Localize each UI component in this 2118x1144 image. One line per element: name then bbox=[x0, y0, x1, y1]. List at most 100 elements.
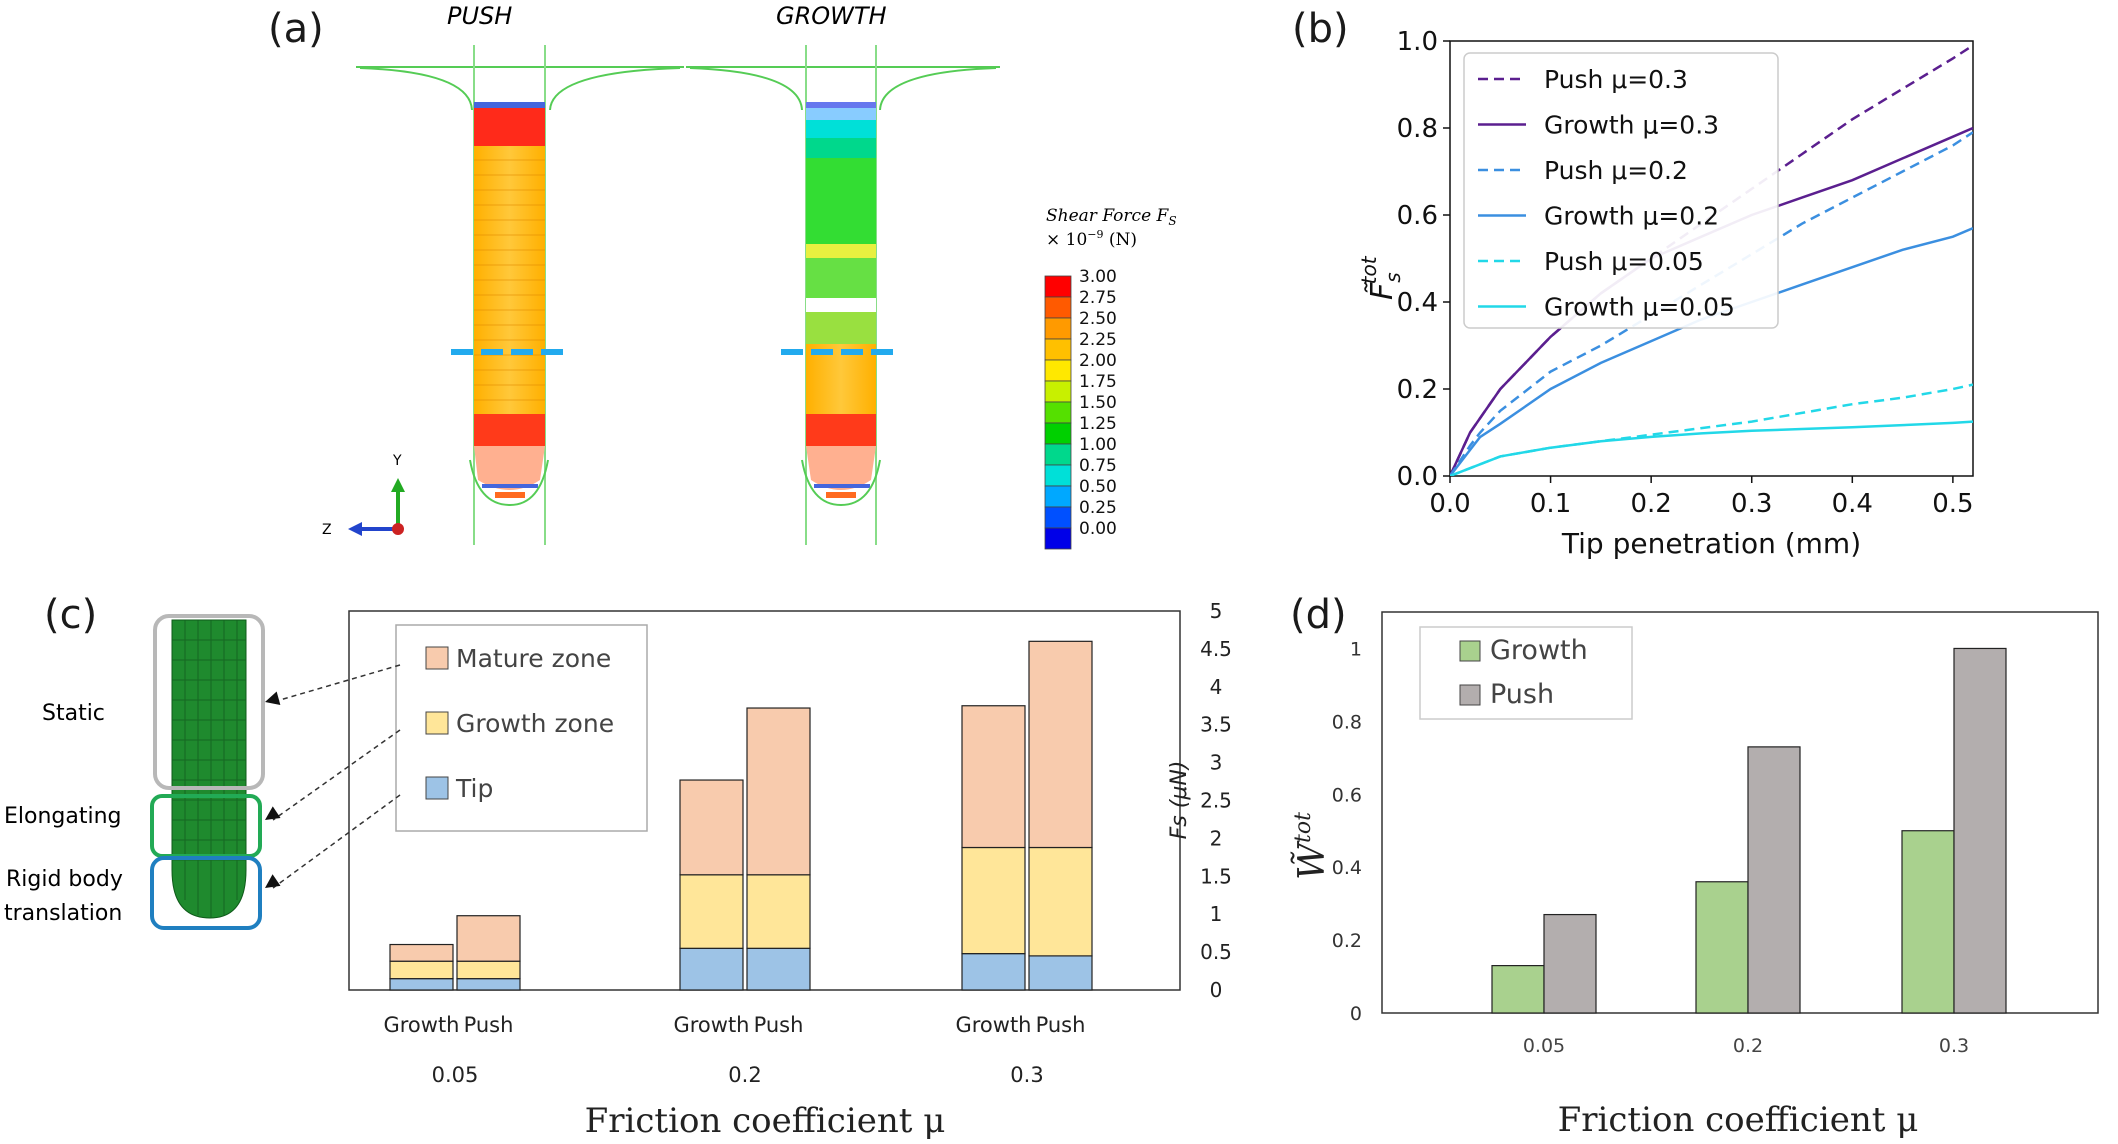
bar bbox=[1491, 965, 1545, 1014]
colorbar-swatch bbox=[1044, 275, 1072, 298]
bar-segment bbox=[679, 947, 744, 991]
y-tick-label: 0.0 bbox=[1397, 462, 1438, 492]
panel-a-letter: (a) bbox=[268, 6, 324, 52]
colorbar-swatch bbox=[1044, 485, 1072, 508]
colorbar-swatch bbox=[1044, 527, 1072, 550]
colorbar-tick-label: 0.50 bbox=[1079, 477, 1117, 497]
colorbar-title: Shear Force FS bbox=[1046, 206, 1177, 228]
bar bbox=[1953, 647, 2007, 1014]
bar-label: Push bbox=[464, 1013, 514, 1037]
bar-segment bbox=[961, 705, 1026, 849]
legend-swatch bbox=[1459, 640, 1481, 662]
y-tick-label: 0 bbox=[1210, 978, 1223, 1002]
colorbar-swatch bbox=[1044, 422, 1072, 445]
colorbar-swatch bbox=[1044, 443, 1072, 466]
legend-label: Tip bbox=[455, 774, 493, 803]
y-tick-label: 2.5 bbox=[1200, 789, 1232, 813]
y-tick-label: 0.4 bbox=[1332, 857, 1362, 879]
x-tick-label: 0.5 bbox=[1932, 489, 1973, 519]
root-model-illustration bbox=[150, 614, 265, 930]
bar-segment bbox=[679, 874, 744, 949]
bar-label: Push bbox=[1036, 1013, 1086, 1037]
x-axis-label: Tip penetration (mm) bbox=[1561, 527, 1861, 560]
y-tick-label: 1 bbox=[1350, 638, 1362, 660]
x-tick-label: 0.2 bbox=[1630, 489, 1671, 519]
push-title: PUSH bbox=[447, 2, 512, 30]
colorbar-swatch bbox=[1044, 380, 1072, 403]
colorbar-tick-label: 1.50 bbox=[1079, 393, 1117, 413]
bar-label: Growth bbox=[383, 1013, 459, 1037]
bar-segment bbox=[961, 953, 1026, 991]
colorbar-tick-label: 0.25 bbox=[1079, 498, 1117, 518]
x-axis-label: Friction coefficient μ bbox=[1558, 1100, 1919, 1140]
colorbar-swatch bbox=[1044, 506, 1072, 529]
x-tick-label: 0.3 bbox=[1731, 489, 1772, 519]
panel-d-letter: (d) bbox=[1290, 592, 1347, 638]
static-label: Static bbox=[42, 701, 105, 726]
legend-label: Push μ=0.05 bbox=[1544, 247, 1704, 276]
colorbar-tick-label: 1.75 bbox=[1079, 372, 1117, 392]
growth-title: GROWTH bbox=[776, 2, 887, 30]
legend-label: Growth zone bbox=[456, 709, 614, 738]
legend-swatch bbox=[1459, 684, 1481, 706]
zone-connector bbox=[272, 794, 401, 889]
panel-c: (c) Static Elongating Rigid body transla… bbox=[4, 592, 265, 930]
colorbar-tick-label: 2.00 bbox=[1079, 351, 1117, 371]
bar-segment bbox=[456, 960, 521, 980]
y-axis-label: F̃stot bbox=[1357, 255, 1405, 300]
zone-connector-arrowhead bbox=[265, 874, 281, 888]
x-tick-label: 0.1 bbox=[1530, 489, 1571, 519]
legend-box bbox=[1419, 626, 1633, 720]
colorbar-tick-label: 0.75 bbox=[1079, 456, 1117, 476]
push-fem-model bbox=[356, 45, 684, 545]
y-tick-label: 4.5 bbox=[1200, 637, 1232, 661]
bar-segment bbox=[961, 846, 1026, 955]
bar bbox=[1695, 881, 1749, 1014]
bar-label: Push bbox=[754, 1013, 804, 1037]
x-tick-label: 0.3 bbox=[1939, 1035, 1969, 1057]
rigid-zone-box bbox=[150, 856, 262, 930]
x-tick-label: 0.05 bbox=[1523, 1035, 1565, 1057]
colorbar-tick-label: 2.50 bbox=[1079, 309, 1117, 329]
y-tick-label: 5 bbox=[1210, 599, 1223, 623]
y-tick-label: 3.5 bbox=[1200, 713, 1232, 737]
colorbar-swatch bbox=[1044, 359, 1072, 382]
rigid-label-line1: Rigid body bbox=[6, 867, 123, 892]
series-line bbox=[1450, 420, 1973, 476]
panel-d-bar-chart: (d) 0 0.2 0.4 0.6 0.8 1 W̃tot 0.05 0.2 0.3 Frictio… bbox=[1290, 592, 2099, 1140]
legend-label: Mature zone bbox=[456, 644, 611, 673]
group-label: 0.05 bbox=[432, 1063, 479, 1087]
rigid-label-line2: translation bbox=[4, 901, 122, 926]
y-tick-label: 0.2 bbox=[1332, 930, 1362, 952]
axis-triad: Y Z bbox=[322, 453, 405, 538]
series-line bbox=[1450, 383, 1973, 476]
bar-label: Growth bbox=[673, 1013, 749, 1037]
elongating-label: Elongating bbox=[4, 804, 122, 829]
y-axis-label: Fs (μN) bbox=[1167, 761, 1192, 840]
shear-force-colorbar: Shear Force FS × 10−9 (N) 3.002.752.502.… bbox=[1044, 206, 1177, 550]
static-zone-box bbox=[153, 614, 265, 790]
group-label: 0.3 bbox=[1010, 1063, 1043, 1087]
y-tick-label: 0.8 bbox=[1397, 114, 1438, 144]
legend-box bbox=[1463, 52, 1779, 329]
colorbar-tick-label: 3.00 bbox=[1079, 267, 1117, 287]
legend-swatch bbox=[425, 776, 449, 800]
bar-segment bbox=[456, 915, 521, 962]
y-tick-label: 2 bbox=[1210, 826, 1223, 850]
bar-segment bbox=[1028, 955, 1093, 991]
bar-segment bbox=[456, 978, 521, 991]
x-tick-label: 0.4 bbox=[1832, 489, 1873, 519]
bar-segment bbox=[1028, 640, 1093, 849]
plot-frame bbox=[1449, 40, 1974, 477]
y-tick-label: 0.4 bbox=[1397, 288, 1438, 318]
legend-label: Push μ=0.2 bbox=[1544, 156, 1688, 185]
panel-c-letter: (c) bbox=[44, 592, 97, 638]
legend-swatch bbox=[425, 711, 449, 735]
legend-label: Growth μ=0.2 bbox=[1544, 202, 1719, 231]
y-tick-label: 0.2 bbox=[1397, 375, 1438, 405]
legend-label: Push bbox=[1490, 679, 1554, 710]
bar-segment bbox=[746, 874, 811, 949]
y-tick-label: 1.0 bbox=[1397, 27, 1438, 57]
axis-z-label: Z bbox=[322, 522, 332, 538]
bar-segment bbox=[389, 978, 454, 991]
